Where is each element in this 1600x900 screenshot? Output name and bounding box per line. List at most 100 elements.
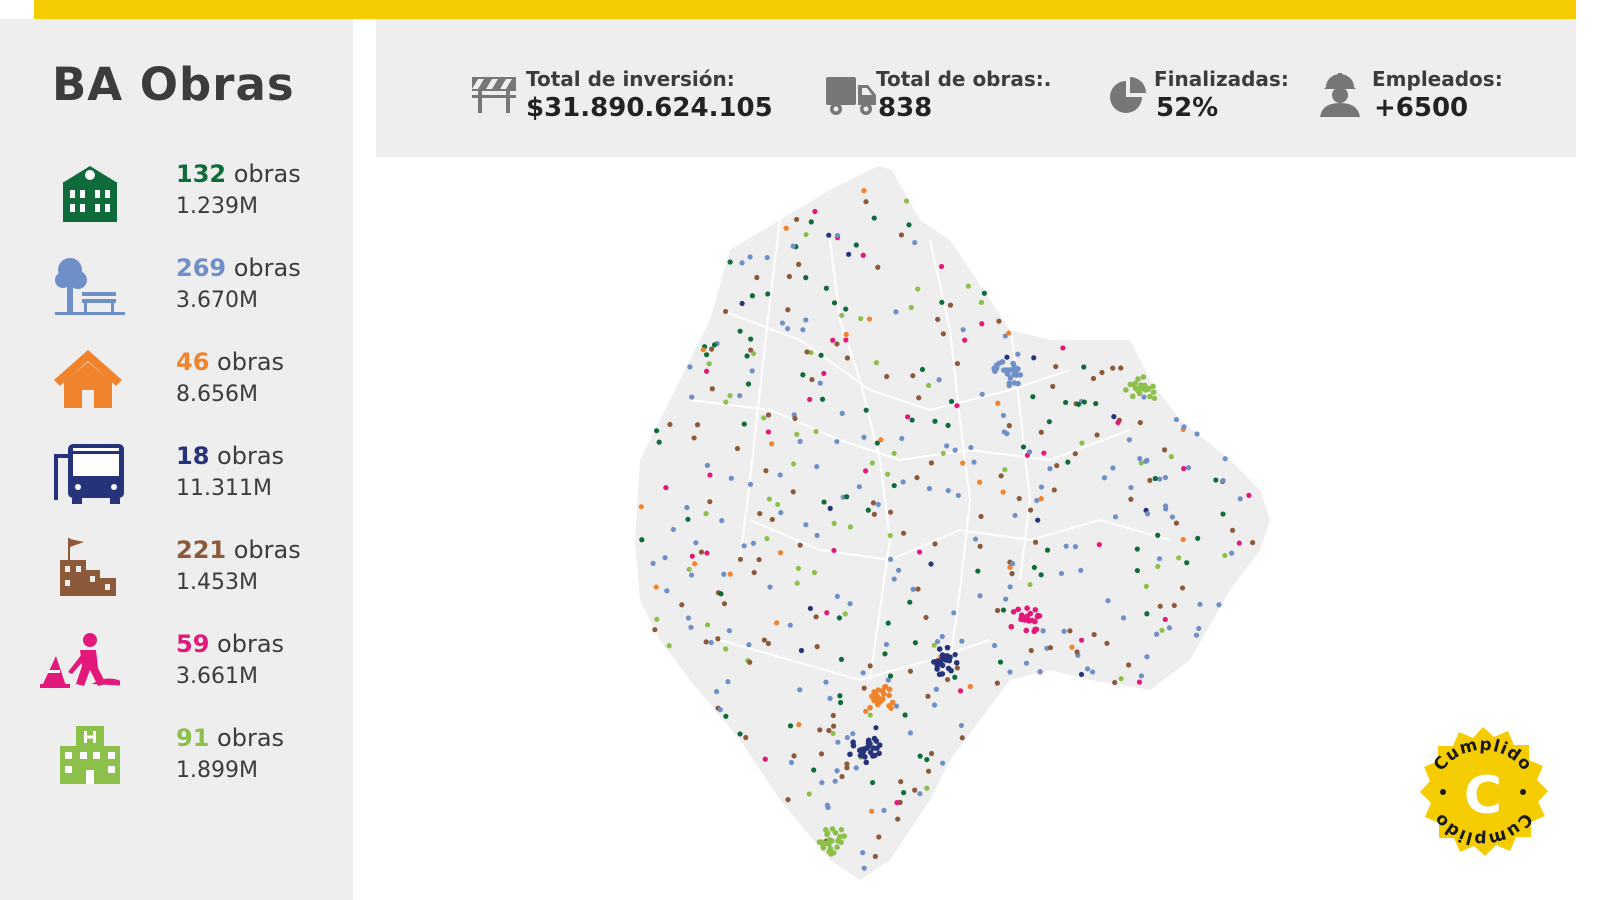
work-point[interactable] [934, 638, 941, 645]
work-point[interactable] [686, 566, 692, 572]
work-point[interactable] [1061, 628, 1067, 634]
work-point[interactable] [722, 308, 729, 315]
work-point[interactable] [756, 556, 762, 563]
work-point[interactable] [814, 644, 820, 650]
work-point[interactable] [830, 730, 836, 736]
work-point[interactable] [1047, 466, 1053, 472]
work-point[interactable] [726, 628, 732, 634]
work-point[interactable] [1050, 383, 1056, 390]
work-point[interactable] [902, 712, 908, 718]
work-point[interactable] [886, 686, 893, 693]
work-point[interactable] [1169, 514, 1176, 520]
work-point[interactable] [981, 290, 987, 296]
category-hidraulica[interactable]: 59 obras 3.661M [0, 628, 353, 708]
work-point[interactable] [939, 656, 945, 663]
work-point[interactable] [761, 415, 767, 421]
work-point[interactable] [895, 816, 901, 822]
work-point[interactable] [762, 756, 768, 762]
work-point[interactable] [1123, 387, 1129, 393]
work-point[interactable] [1195, 535, 1201, 541]
work-point[interactable] [743, 734, 749, 741]
work-point[interactable] [757, 510, 763, 517]
work-point[interactable] [727, 571, 733, 577]
work-point[interactable] [861, 685, 867, 691]
work-point[interactable] [1112, 679, 1118, 686]
work-point[interactable] [715, 636, 721, 642]
work-point[interactable] [1135, 376, 1141, 382]
work-point[interactable] [893, 703, 900, 709]
work-point[interactable] [744, 353, 750, 359]
work-point[interactable] [861, 434, 867, 440]
work-point[interactable] [1139, 385, 1146, 392]
work-point[interactable] [944, 676, 951, 683]
work-point[interactable] [747, 659, 753, 665]
work-point[interactable] [885, 620, 891, 626]
work-point[interactable] [817, 727, 823, 733]
work-point[interactable] [812, 208, 818, 215]
work-point[interactable] [830, 850, 837, 856]
work-point[interactable] [975, 568, 981, 574]
work-point[interactable] [806, 791, 812, 797]
work-point[interactable] [875, 264, 881, 270]
work-point[interactable] [850, 739, 856, 746]
work-point[interactable] [1072, 451, 1078, 457]
work-point[interactable] [1147, 477, 1153, 483]
work-point[interactable] [723, 646, 729, 652]
work-point[interactable] [717, 707, 723, 713]
work-point[interactable] [901, 790, 907, 796]
work-point[interactable] [1063, 543, 1069, 549]
work-point[interactable] [787, 723, 794, 729]
work-point[interactable] [723, 713, 729, 719]
work-point[interactable] [1032, 539, 1039, 545]
work-point[interactable] [979, 391, 985, 397]
work-point[interactable] [709, 386, 715, 392]
work-point[interactable] [1228, 550, 1235, 556]
work-point[interactable] [939, 662, 946, 669]
work-point[interactable] [932, 418, 938, 424]
work-point[interactable] [826, 232, 832, 238]
work-point[interactable] [703, 639, 709, 645]
work-point[interactable] [926, 485, 933, 492]
work-point[interactable] [1145, 385, 1152, 392]
work-point[interactable] [948, 398, 955, 405]
work-point[interactable] [924, 756, 930, 763]
work-point[interactable] [863, 468, 869, 474]
work-point[interactable] [785, 307, 791, 313]
work-point[interactable] [1000, 412, 1007, 419]
work-point[interactable] [867, 663, 873, 669]
work-point[interactable] [861, 188, 867, 194]
work-point[interactable] [894, 800, 900, 806]
work-point[interactable] [991, 642, 998, 649]
work-point[interactable] [1115, 419, 1121, 426]
work-point[interactable] [871, 689, 877, 695]
work-point[interactable] [1004, 354, 1010, 360]
work-point[interactable] [952, 652, 958, 658]
work-point[interactable] [794, 431, 800, 437]
work-point[interactable] [1193, 632, 1200, 638]
work-point[interactable] [1007, 367, 1013, 373]
work-point[interactable] [795, 565, 802, 572]
work-point[interactable] [1067, 628, 1073, 634]
work-point[interactable] [747, 481, 754, 487]
work-point[interactable] [1038, 484, 1045, 490]
work-point[interactable] [1150, 383, 1156, 390]
work-point[interactable] [1173, 520, 1180, 526]
work-point[interactable] [1044, 547, 1051, 553]
work-point[interactable] [843, 337, 849, 343]
work-point[interactable] [1173, 416, 1180, 423]
work-point[interactable] [1008, 623, 1015, 630]
work-point[interactable] [704, 622, 711, 628]
work-point[interactable] [1176, 555, 1182, 561]
work-point[interactable] [737, 556, 744, 562]
work-point[interactable] [721, 571, 727, 577]
work-point[interactable] [883, 641, 890, 648]
work-point[interactable] [936, 377, 942, 383]
work-point[interactable] [653, 428, 660, 434]
work-point[interactable] [689, 394, 695, 400]
work-point[interactable] [1091, 631, 1097, 638]
work-point[interactable] [847, 751, 853, 758]
work-point[interactable] [1144, 654, 1150, 660]
work-point[interactable] [719, 517, 725, 524]
work-point[interactable] [1096, 541, 1102, 548]
work-point[interactable] [685, 615, 692, 621]
